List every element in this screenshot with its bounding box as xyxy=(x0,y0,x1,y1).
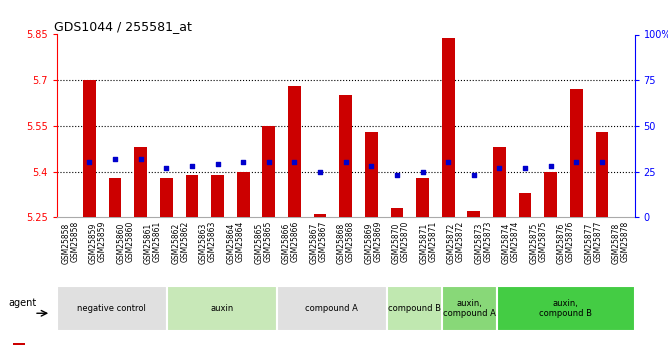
Text: GSM25876: GSM25876 xyxy=(557,223,566,264)
Point xyxy=(468,172,479,178)
Bar xyxy=(442,38,455,217)
Text: GSM25862: GSM25862 xyxy=(180,221,190,262)
Bar xyxy=(314,214,327,217)
Bar xyxy=(468,211,480,217)
Text: auxin,
compound A: auxin, compound A xyxy=(443,299,496,318)
Text: GSM25865: GSM25865 xyxy=(263,221,272,262)
Bar xyxy=(277,286,387,331)
Point xyxy=(494,165,505,171)
Text: GSM25873: GSM25873 xyxy=(474,223,483,264)
Text: GSM25875: GSM25875 xyxy=(529,223,538,264)
Text: GSM25872: GSM25872 xyxy=(456,221,465,262)
Text: GSM25860: GSM25860 xyxy=(117,223,126,264)
Text: compound B: compound B xyxy=(388,304,441,313)
Text: negative control: negative control xyxy=(77,304,146,313)
Text: GSM25874: GSM25874 xyxy=(502,223,511,264)
Bar xyxy=(167,286,277,331)
Text: GSM25875: GSM25875 xyxy=(538,221,547,262)
Text: GSM25861: GSM25861 xyxy=(144,223,153,264)
Point xyxy=(366,164,377,169)
Text: GSM25869: GSM25869 xyxy=(373,221,382,262)
Text: GSM25873: GSM25873 xyxy=(483,221,492,262)
Text: GSM25864: GSM25864 xyxy=(236,221,244,262)
Text: GSM25860: GSM25860 xyxy=(126,221,134,262)
Bar xyxy=(518,193,532,217)
Bar xyxy=(57,286,167,331)
Bar xyxy=(83,80,96,217)
Text: GSM25868: GSM25868 xyxy=(337,223,346,264)
Bar xyxy=(13,343,25,345)
Point xyxy=(238,160,248,165)
Bar xyxy=(211,175,224,217)
Bar xyxy=(544,171,557,217)
Bar xyxy=(596,132,609,217)
Bar xyxy=(391,208,403,217)
Bar xyxy=(493,147,506,217)
Bar xyxy=(288,86,301,217)
Point xyxy=(315,169,325,174)
Text: GSM25878: GSM25878 xyxy=(621,221,630,262)
Point xyxy=(597,160,607,165)
Bar xyxy=(109,178,122,217)
Point xyxy=(186,164,197,169)
Point xyxy=(391,172,402,178)
Text: GSM25866: GSM25866 xyxy=(291,221,300,262)
Bar xyxy=(160,178,173,217)
Text: GSM25878: GSM25878 xyxy=(612,223,621,264)
Bar xyxy=(186,175,198,217)
Point xyxy=(571,160,582,165)
Bar xyxy=(570,89,582,217)
Text: GSM25870: GSM25870 xyxy=(401,221,409,262)
Point xyxy=(263,160,274,165)
Point xyxy=(110,156,120,161)
Bar xyxy=(387,286,442,331)
Bar xyxy=(442,286,497,331)
Point xyxy=(84,160,95,165)
Text: GSM25859: GSM25859 xyxy=(98,221,107,262)
Text: GSM25865: GSM25865 xyxy=(254,223,263,264)
Point xyxy=(136,156,146,161)
Point xyxy=(443,160,454,165)
Bar xyxy=(497,286,635,331)
Point xyxy=(341,160,351,165)
Text: GSM25863: GSM25863 xyxy=(199,223,208,264)
Text: GSM25870: GSM25870 xyxy=(391,223,401,264)
Point xyxy=(161,165,172,171)
Text: GDS1044 / 255581_at: GDS1044 / 255581_at xyxy=(54,20,192,33)
Text: GSM25869: GSM25869 xyxy=(364,223,373,264)
Text: GSM25868: GSM25868 xyxy=(346,221,355,262)
Text: GSM25867: GSM25867 xyxy=(318,221,327,262)
Text: GSM25871: GSM25871 xyxy=(428,221,438,262)
Text: GSM25858: GSM25858 xyxy=(71,221,79,262)
Text: compound A: compound A xyxy=(305,304,358,313)
Text: GSM25876: GSM25876 xyxy=(566,221,574,262)
Text: agent: agent xyxy=(9,298,37,308)
Point xyxy=(212,161,223,167)
Text: GSM25867: GSM25867 xyxy=(309,223,318,264)
Text: GSM25874: GSM25874 xyxy=(511,221,520,262)
Text: GSM25866: GSM25866 xyxy=(282,223,291,264)
Text: GSM25864: GSM25864 xyxy=(226,223,236,264)
Point xyxy=(520,165,530,171)
Bar xyxy=(263,126,275,217)
Text: GSM25863: GSM25863 xyxy=(208,221,217,262)
Text: auxin: auxin xyxy=(210,304,234,313)
Text: GSM25872: GSM25872 xyxy=(447,223,456,264)
Text: GSM25871: GSM25871 xyxy=(420,223,428,264)
Bar xyxy=(365,132,377,217)
Text: GSM25861: GSM25861 xyxy=(153,221,162,262)
Text: auxin,
compound B: auxin, compound B xyxy=(539,299,593,318)
Point xyxy=(289,160,300,165)
Text: GSM25877: GSM25877 xyxy=(593,221,603,262)
Bar xyxy=(339,96,352,217)
Point xyxy=(545,164,556,169)
Text: GSM25859: GSM25859 xyxy=(89,223,98,264)
Text: GSM25877: GSM25877 xyxy=(584,223,593,264)
Bar xyxy=(416,178,429,217)
Point xyxy=(418,169,428,174)
Bar xyxy=(134,147,147,217)
Bar xyxy=(236,171,250,217)
Text: GSM25858: GSM25858 xyxy=(61,223,71,264)
Text: GSM25862: GSM25862 xyxy=(172,223,180,264)
